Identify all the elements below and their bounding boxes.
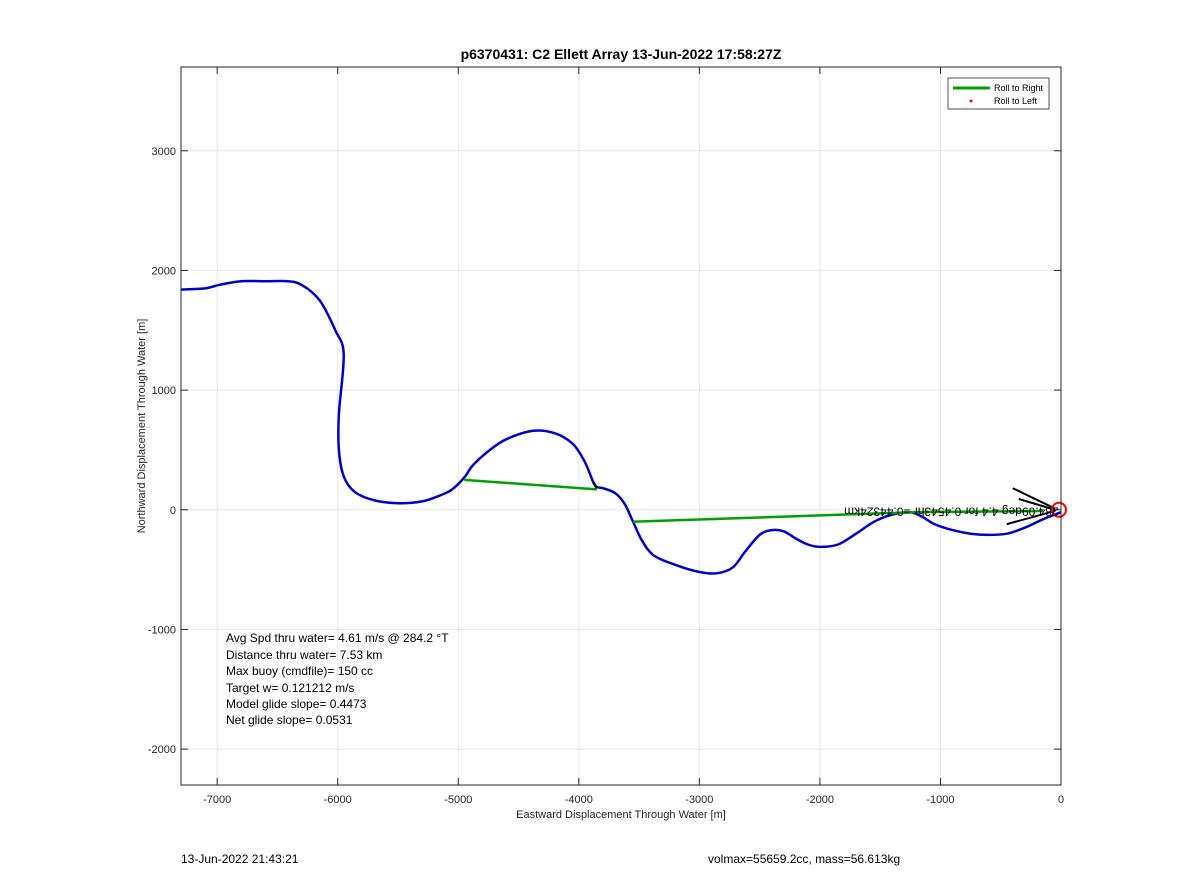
track-line-0 [181,279,1061,575]
x-tick-label: -2000 [806,794,834,806]
roll-segment-0 [464,478,597,491]
y-axis-label: Northward Displacement Through Water [m] [136,319,148,534]
legend-roll-left-label: Roll to Left [994,96,1038,106]
legend-roll-left-swatch [969,99,973,103]
plot-frame [180,66,1062,786]
x-tick-label: -3000 [685,794,713,806]
y-tick-label: 0 [170,505,176,517]
series-layer: 284.09deg 4.4 for 0.4543hr =0.44324km [181,279,1067,575]
heading-arrow-0 [1012,487,1056,510]
legend-box [947,77,1050,110]
roll-segment-2 [916,509,1043,514]
y-tick-label: -2000 [148,744,176,756]
roll-segment-3 [592,481,598,489]
x-tick-label: -5000 [444,794,472,806]
y-axis-ticks: -2000 -1000 0 1000 2000 3000 [148,146,1061,756]
footer-mass-info: volmax=55659.2cc, mass=56.613kg [708,852,901,866]
y-tick-label: 2000 [152,265,176,277]
heading-arrow-2 [1018,498,1056,511]
chart-title: p6370431: C2 Ellett Array 13-Jun-2022 17… [461,46,782,62]
roll-segment-1 [633,510,917,523]
stats-model-glide: Model glide slope= 0.4473 [226,697,367,711]
stats-max-buoy: Max buoy (cmdfile)= 150 cc [226,664,373,678]
legend-roll-right-label: Roll to Right [994,83,1044,93]
footer-timestamp: 13-Jun-2022 21:43:21 [181,852,299,866]
y-tick-label: -1000 [148,624,176,636]
x-tick-label: 0 [1058,794,1064,806]
stats-distance: Distance thru water= 7.53 km [226,648,382,662]
heading-arrow-1 [1006,509,1056,526]
x-tick-label: -7000 [203,794,231,806]
legend: Roll to Right Roll to Left [947,77,1050,110]
stats-avg-speed: Avg Spd thru water= 4.61 m/s @ 284.2 °T [226,631,449,645]
stats-target-w: Target w= 0.121212 m/s [226,681,354,695]
x-tick-label: -4000 [565,794,593,806]
plot-area [181,67,1061,785]
heading-annotation: 284.09deg 4.4 for 0.4543hr =0.44324km [844,504,1059,518]
y-tick-label: 3000 [152,146,176,158]
stats-block: Avg Spd thru water= 4.61 m/s @ 284.2 °T … [226,631,449,727]
x-tick-label: -1000 [926,794,954,806]
x-axis-ticks: -7000 -6000 -5000 -4000 -3000 -2000 -1000 0 [203,67,1064,806]
stats-net-glide: Net glide slope= 0.0531 [226,713,353,727]
y-tick-label: 1000 [152,385,176,397]
x-axis-label: Eastward Displacement Through Water [m] [516,809,726,821]
end-marker [1051,501,1067,518]
x-tick-label: -6000 [324,794,352,806]
